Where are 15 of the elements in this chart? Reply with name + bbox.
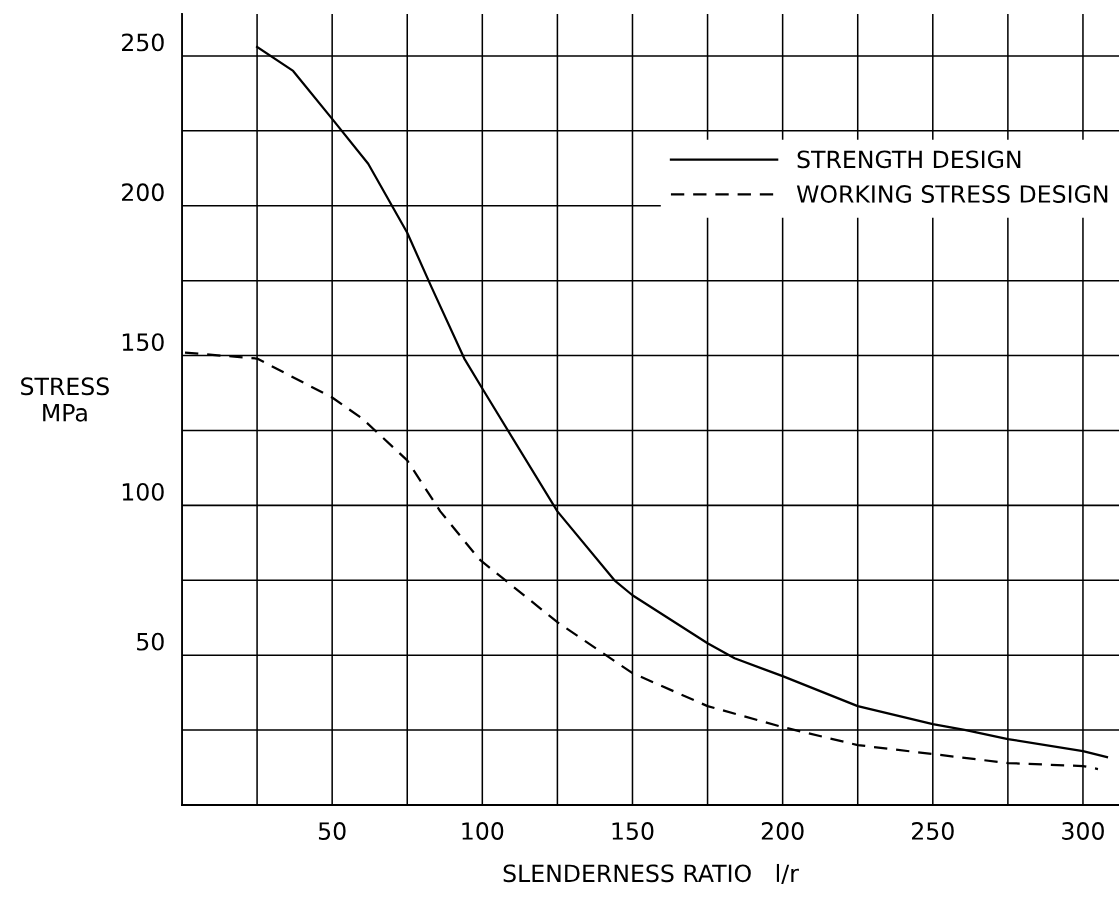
x-tick-label: 300 xyxy=(1062,822,1104,840)
y-tick-label: 200 xyxy=(122,183,164,202)
legend-label: WORKING STRESS DESIGN xyxy=(796,185,1108,203)
y-tick-label: 150 xyxy=(122,333,164,351)
y-tick-label: 100 xyxy=(122,482,164,501)
x-tick-label: 100 xyxy=(462,822,504,840)
x-tick-label: 50 xyxy=(318,822,346,840)
x-tick-label: 150 xyxy=(612,822,654,840)
y-tick-label: 250 xyxy=(122,33,164,52)
y-tick-label: 50 xyxy=(137,632,164,651)
y-axis-title: STRESS MPa xyxy=(21,377,109,422)
legend-label: STRENGTH DESIGN xyxy=(797,150,1021,169)
x-tick-label: 200 xyxy=(761,822,804,840)
x-axis-title: SLENDERNESS RATIO l/r xyxy=(503,863,799,885)
x-tick-label: 250 xyxy=(912,822,954,840)
